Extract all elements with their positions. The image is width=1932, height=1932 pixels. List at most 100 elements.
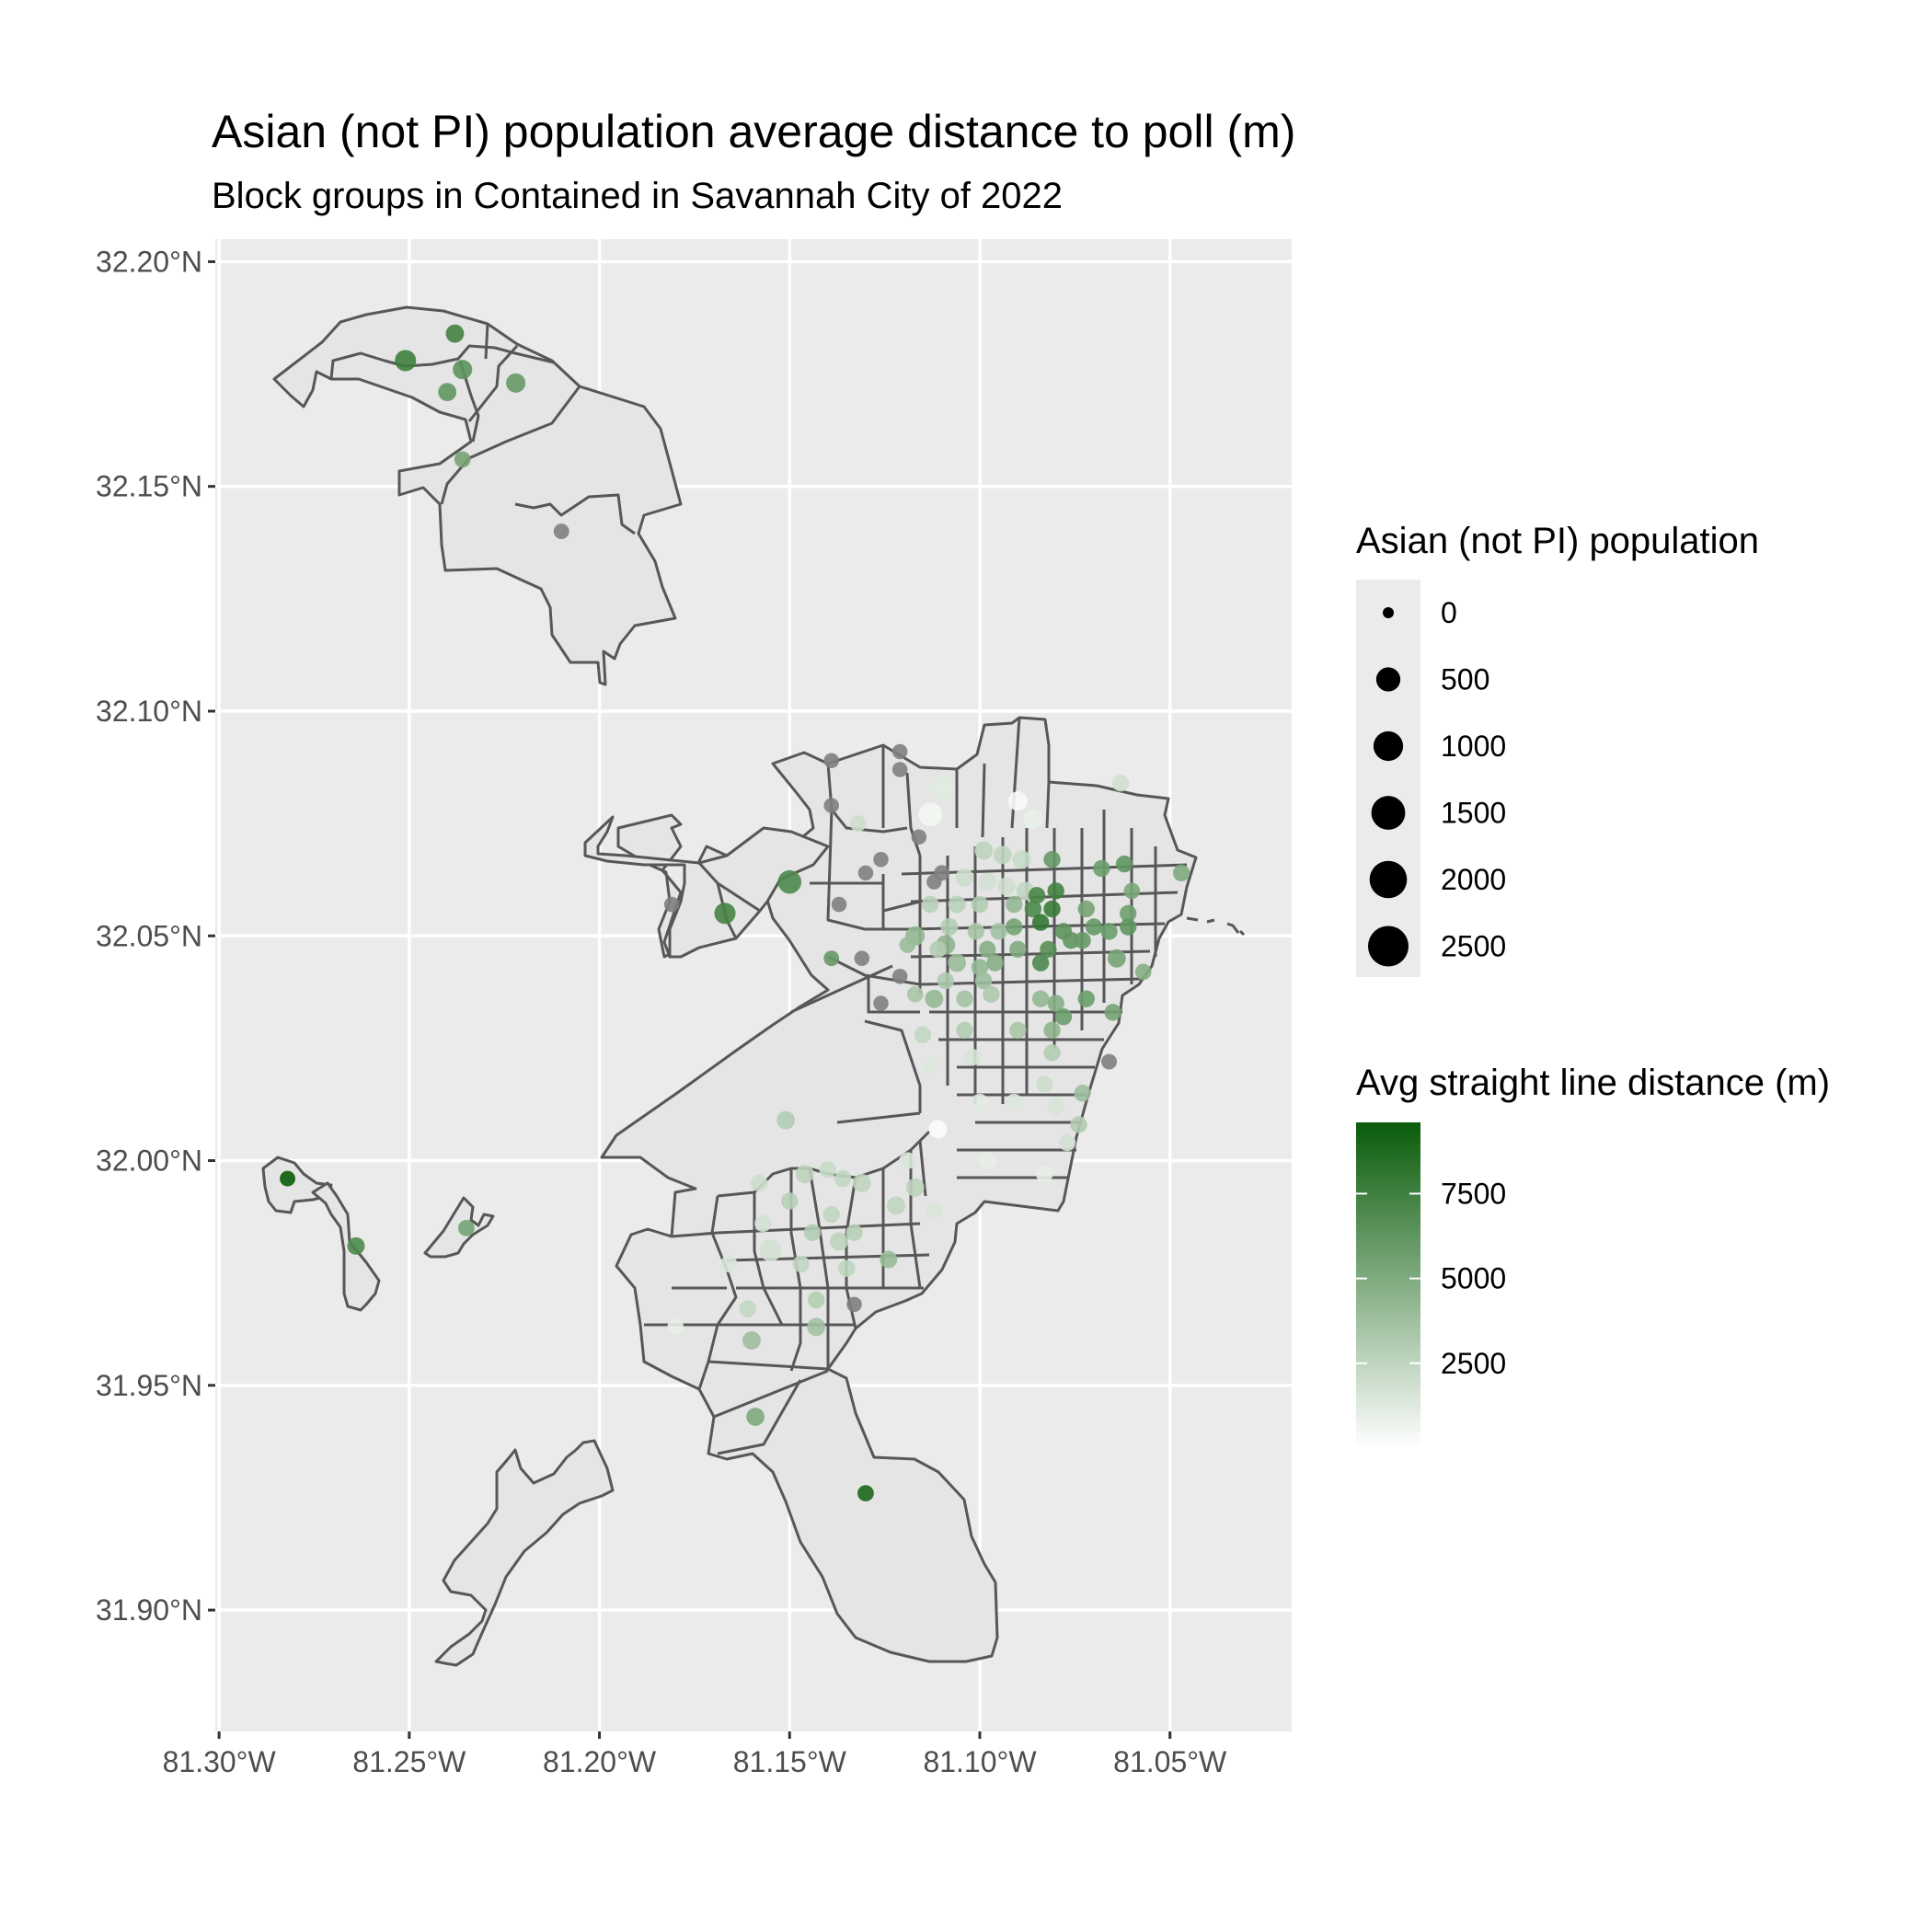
- region-east-coast-fragment: [1186, 916, 1246, 937]
- block-group-point: [956, 990, 973, 1007]
- block-group-point: [1005, 895, 1023, 914]
- block-group-point: [506, 373, 526, 393]
- block-group-point: [838, 1259, 856, 1277]
- block-group-point: [663, 896, 680, 913]
- block-group-point: [781, 1192, 799, 1210]
- block-group-point: [997, 877, 1016, 896]
- block-group-point: [1005, 1093, 1023, 1111]
- block-group-point: [911, 829, 927, 845]
- block-group-point: [777, 869, 802, 894]
- size-legend-label-0: 0: [1441, 596, 1457, 629]
- x-tick-label-2: 81.20°W: [543, 1745, 657, 1778]
- block-group-point: [438, 383, 457, 402]
- block-group-point: [978, 872, 997, 891]
- block-group-point: [1023, 809, 1043, 829]
- block-group-point: [714, 903, 736, 925]
- block-group-point: [1101, 1053, 1118, 1070]
- region-west-island-2: [311, 1181, 381, 1312]
- block-group-point: [1107, 949, 1126, 968]
- size-legend-key-1: [1375, 667, 1401, 692]
- y-axis: 32.20°N 32.15°N 32.10°N 32.05°N 32.00°N 31.95…: [96, 245, 215, 1627]
- block-group-point: [1074, 1085, 1091, 1102]
- block-group-point: [1009, 1021, 1027, 1040]
- block-group-point: [979, 940, 996, 959]
- block-group-point: [948, 953, 967, 972]
- size-legend-key-4: [1369, 860, 1408, 899]
- block-group-point: [1070, 1116, 1087, 1133]
- block-group-point: [940, 917, 959, 936]
- block-group-point: [1085, 918, 1103, 936]
- block-group-point: [1074, 931, 1091, 949]
- block-group-point: [795, 1165, 814, 1184]
- block-group-point: [956, 1021, 973, 1040]
- block-group-point: [990, 923, 1007, 940]
- size-legend-title: Asian (not PI) population: [1356, 521, 1759, 561]
- block-group-point: [746, 1408, 765, 1426]
- block-group-point: [922, 895, 939, 914]
- block-group-point: [819, 1161, 836, 1179]
- block-group-point: [1134, 963, 1152, 981]
- x-tick-label-1: 81.25°W: [352, 1745, 466, 1778]
- block-group-point: [1115, 855, 1133, 873]
- block-group-point: [1047, 995, 1064, 1012]
- block-group-point: [759, 1239, 782, 1262]
- block-group-point: [852, 1174, 871, 1192]
- block-group-point: [1009, 940, 1027, 959]
- block-group-point: [929, 940, 947, 959]
- x-tick-label-3: 81.15°W: [733, 1745, 847, 1778]
- block-group-point: [830, 1232, 848, 1251]
- color-legend-label-2: 7500: [1441, 1177, 1506, 1210]
- block-group-point: [926, 1202, 943, 1219]
- region-west-spur-inner: [697, 861, 761, 939]
- size-legend-label-3: 1500: [1441, 797, 1506, 830]
- size-legend-key-5: [1368, 926, 1409, 967]
- block-group-point: [1047, 882, 1064, 900]
- block-group-point: [906, 985, 924, 1003]
- block-group-point: [1120, 904, 1137, 923]
- block-group-point: [1043, 851, 1061, 868]
- block-group-point: [822, 1205, 840, 1224]
- block-group-point: [857, 1485, 874, 1501]
- size-legend-key-0: [1383, 607, 1394, 618]
- block-group-point: [891, 743, 908, 760]
- block-group-point: [823, 753, 840, 768]
- block-group-point: [926, 874, 942, 890]
- block-group-point: [979, 1152, 996, 1169]
- region-west-spur: [583, 815, 830, 959]
- y-tick-label-4: 32.00°N: [96, 1144, 202, 1178]
- block-group-point: [667, 1318, 684, 1336]
- block-group-point: [739, 1300, 756, 1317]
- block-group-point: [845, 1224, 863, 1241]
- size-legend-label-4: 2000: [1441, 863, 1506, 896]
- block-group-point: [918, 802, 943, 827]
- block-group-point: [986, 954, 1004, 972]
- block-group-point: [983, 985, 1000, 1003]
- block-group-point: [1054, 1007, 1073, 1026]
- block-group-point: [803, 1224, 822, 1241]
- region-north-suburb-inner-a: [329, 344, 555, 380]
- block-group-point: [754, 1214, 772, 1233]
- block-group-point: [928, 1120, 948, 1139]
- block-group-point: [792, 1255, 810, 1273]
- block-group-point: [1043, 900, 1061, 918]
- region-north-suburb-inner-c: [440, 385, 636, 535]
- block-group-point: [963, 1048, 981, 1066]
- block-group-point: [929, 775, 955, 800]
- block-group-point: [922, 1057, 939, 1075]
- block-group-point: [891, 968, 908, 984]
- block-group-point: [905, 1178, 925, 1197]
- color-legend: Avg straight line distance (m) 2500 5000 7…: [1356, 1063, 1830, 1448]
- size-legend-items: 0 500 1000 1500 2000 2500: [1368, 596, 1506, 967]
- block-group-point: [854, 950, 870, 966]
- y-tick-label-1: 32.15°N: [96, 470, 202, 503]
- block-group-point: [846, 1296, 862, 1313]
- block-group-point: [445, 324, 465, 343]
- block-group-point: [742, 1331, 761, 1350]
- block-group-point: [1043, 1044, 1061, 1062]
- block-group-point: [395, 350, 417, 372]
- block-group-point: [453, 360, 473, 380]
- block-group-point: [1077, 900, 1095, 918]
- block-group-point: [849, 815, 867, 832]
- block-group-point: [831, 896, 847, 913]
